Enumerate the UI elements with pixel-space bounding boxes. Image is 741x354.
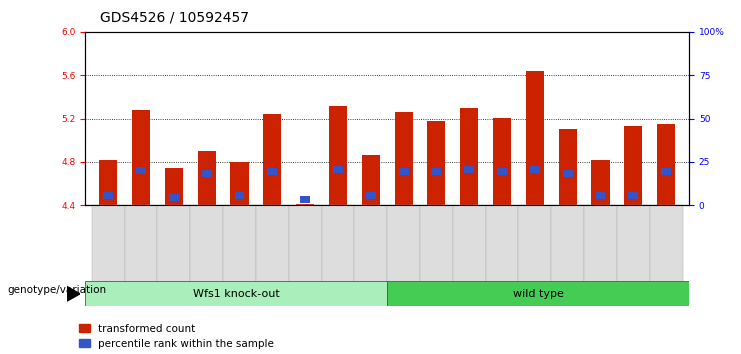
Text: Wfs1 knock-out: Wfs1 knock-out xyxy=(193,289,279,299)
Bar xyxy=(230,162,248,205)
Bar xyxy=(485,205,519,292)
Bar xyxy=(388,281,689,306)
Bar xyxy=(431,168,442,175)
Bar xyxy=(202,170,212,177)
Bar xyxy=(256,205,289,292)
Bar xyxy=(322,205,354,292)
Bar xyxy=(99,160,117,205)
Bar xyxy=(333,166,343,173)
Bar xyxy=(198,151,216,205)
Bar xyxy=(362,155,380,205)
Bar xyxy=(124,205,157,292)
Bar xyxy=(420,205,453,292)
Bar xyxy=(223,205,256,292)
Bar xyxy=(657,124,675,205)
Bar xyxy=(329,105,347,205)
Bar xyxy=(300,196,310,204)
Bar xyxy=(399,168,408,175)
Bar xyxy=(519,205,551,292)
Bar xyxy=(157,205,190,292)
Bar xyxy=(132,110,150,205)
Text: wild type: wild type xyxy=(513,289,564,299)
Bar xyxy=(394,112,413,205)
Bar xyxy=(268,168,277,175)
Bar xyxy=(169,194,179,201)
Bar xyxy=(235,192,245,199)
Bar xyxy=(428,121,445,205)
Bar xyxy=(526,71,544,205)
Bar xyxy=(650,205,682,292)
Text: genotype/variation: genotype/variation xyxy=(7,285,107,295)
Bar xyxy=(493,118,511,205)
Bar xyxy=(460,108,478,205)
Bar xyxy=(136,167,146,174)
Bar xyxy=(289,205,322,292)
Bar xyxy=(497,168,507,175)
Bar xyxy=(296,204,314,205)
Bar xyxy=(465,166,474,173)
Bar xyxy=(530,166,539,173)
Text: GDS4526 / 10592457: GDS4526 / 10592457 xyxy=(100,11,249,25)
Bar xyxy=(453,205,485,292)
Legend: transformed count, percentile rank within the sample: transformed count, percentile rank withi… xyxy=(79,324,274,349)
Bar xyxy=(366,192,376,199)
Bar xyxy=(190,205,223,292)
Bar xyxy=(551,205,584,292)
Bar xyxy=(559,130,576,205)
Bar xyxy=(103,192,113,199)
Bar xyxy=(628,192,638,199)
Bar xyxy=(165,169,183,205)
Bar xyxy=(584,205,617,292)
Bar xyxy=(661,168,671,175)
Bar xyxy=(562,170,573,177)
Bar xyxy=(596,192,605,199)
Bar xyxy=(92,205,124,292)
Polygon shape xyxy=(67,286,80,301)
Bar xyxy=(625,126,642,205)
Bar xyxy=(617,205,650,292)
Bar xyxy=(591,160,610,205)
Bar xyxy=(85,281,387,306)
Bar xyxy=(354,205,388,292)
Bar xyxy=(263,114,282,205)
Bar xyxy=(388,205,420,292)
